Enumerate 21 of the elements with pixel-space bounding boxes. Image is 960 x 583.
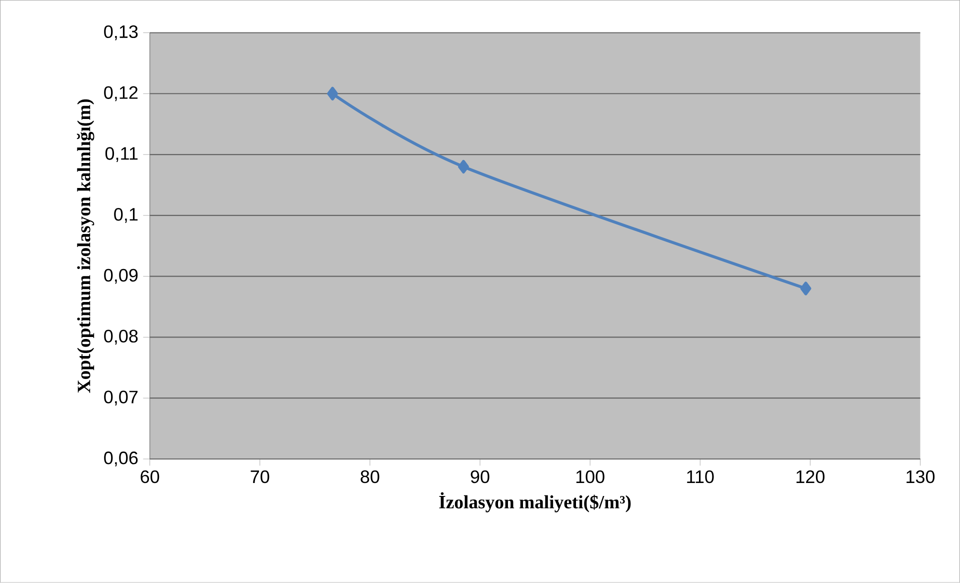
y-tick-label: 0,11 xyxy=(105,147,138,162)
x-tick-label: 90 xyxy=(470,470,490,484)
y-tick-label: 0,06 xyxy=(104,452,138,467)
y-tick-label: 0,07 xyxy=(104,390,138,406)
x-axis-title: İzolasyon maliyeti($/m³) xyxy=(439,492,631,512)
y-tick-label: 0,12 xyxy=(104,86,138,102)
y-tick-label: 0,09 xyxy=(104,268,138,284)
x-tick-label: 120 xyxy=(796,470,824,484)
y-axis-title: Xopt(optimum izolasyon kalınlığı(m) xyxy=(76,99,94,393)
y-tick-label: 0,08 xyxy=(104,330,138,345)
x-tick-label: 70 xyxy=(250,470,270,484)
point xyxy=(327,86,338,101)
y-tick-label: 0,13 xyxy=(104,25,138,40)
x-tick-label: 100 xyxy=(576,470,604,484)
x-tick-label: 60 xyxy=(140,470,160,484)
x-tick-label: 80 xyxy=(360,470,380,484)
point xyxy=(458,160,469,174)
x-tick-label: 110 xyxy=(687,470,714,484)
point xyxy=(800,282,812,296)
x-tick-label: 130 xyxy=(906,470,935,484)
y-tick-label: 0,1 xyxy=(114,208,138,223)
